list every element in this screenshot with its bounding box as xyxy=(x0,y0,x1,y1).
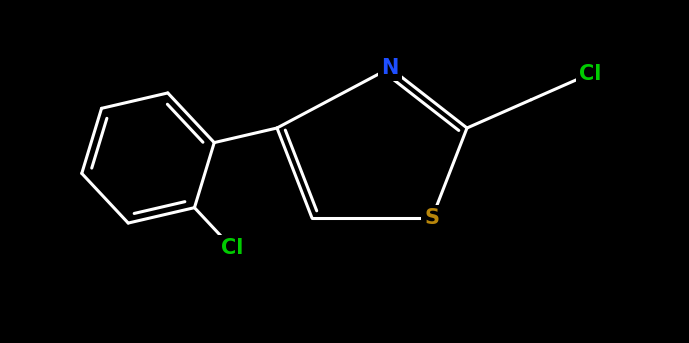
Text: S: S xyxy=(424,208,440,228)
Text: Cl: Cl xyxy=(579,63,601,84)
Text: Cl: Cl xyxy=(221,238,243,258)
Text: N: N xyxy=(381,58,399,78)
